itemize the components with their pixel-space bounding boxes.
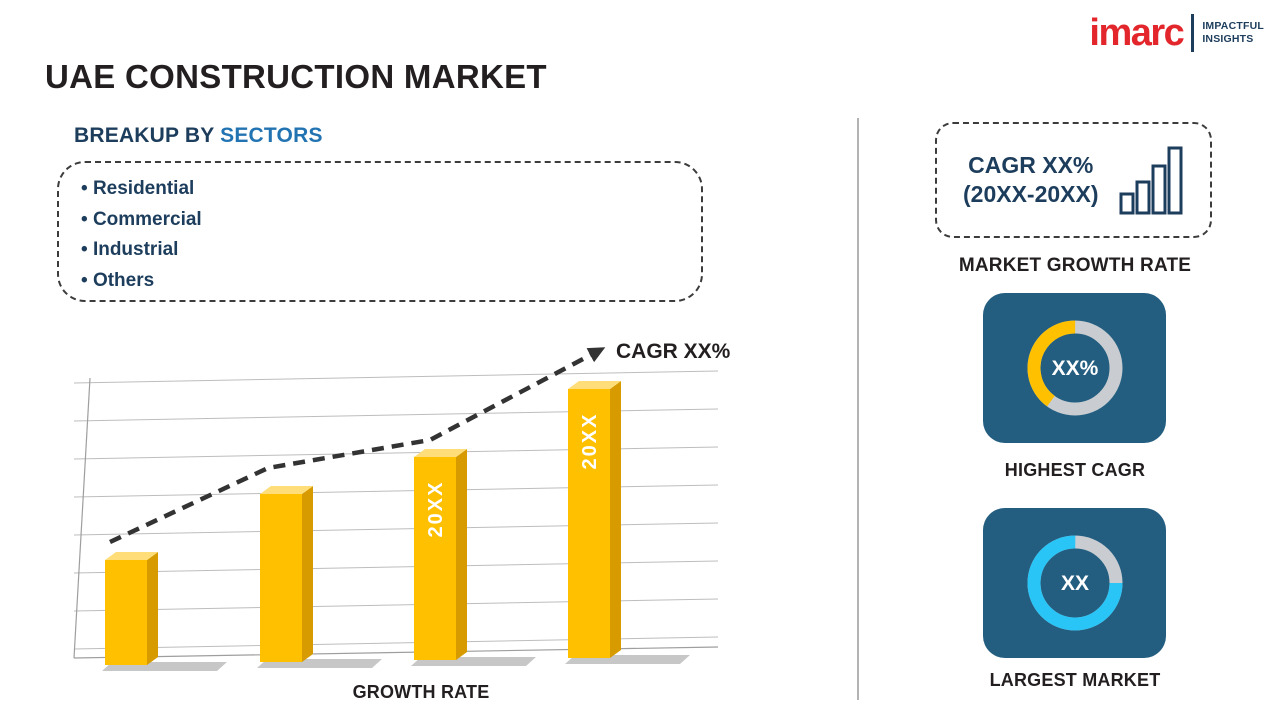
cagr-value-line: CAGR XX%	[968, 152, 1094, 178]
chart-caption: GROWTH RATE	[352, 682, 490, 702]
sectors-box: Residential Commercial Industrial Others	[57, 161, 703, 302]
bar-label: 20XX	[579, 413, 601, 470]
sector-item: Industrial	[81, 235, 701, 266]
bar-top-face	[414, 449, 467, 457]
donut-arc	[1027, 535, 1122, 631]
page-title: UAE CONSTRUCTION MARKET	[45, 58, 547, 95]
sector-item: Others	[81, 266, 701, 297]
cagr-label: CAGR XX%	[616, 340, 731, 363]
imarc-logo: imarc IMPACTFUL INSIGHTS	[1089, 14, 1264, 52]
sectors-list: Residential Commercial Industrial Others	[59, 174, 701, 296]
highest-cagr-card: XX%	[983, 293, 1166, 443]
largest-market-value: XX	[1060, 572, 1088, 595]
bar-side-face	[610, 381, 621, 658]
section-heading: BREAKUP BY SECTORS	[74, 124, 323, 148]
vertical-divider	[857, 118, 859, 700]
chart-y-axis	[73, 377, 91, 659]
bar-chart-icon	[1119, 146, 1183, 215]
bar	[568, 389, 610, 658]
section-heading-prefix: BREAKUP BY	[74, 124, 221, 147]
bar-side-face	[147, 552, 158, 665]
bar-top-face	[260, 486, 313, 494]
bar	[260, 494, 302, 662]
highest-cagr-donut: XX%	[1027, 320, 1122, 416]
logo-tagline: IMPACTFUL INSIGHTS	[1202, 20, 1264, 46]
bar	[414, 457, 456, 660]
cagr-period-line: (20XX-20XX)	[963, 181, 1099, 207]
largest-market-card: XX	[983, 508, 1166, 658]
growth-bar-chart-svg: 20XX 20XX CAGR XX%	[73, 340, 731, 671]
largest-market-donut: XX	[1027, 535, 1122, 631]
market-growth-text: CAGR XX% (20XX-20XX)	[963, 152, 1099, 208]
chart-gridlines	[73, 370, 719, 650]
imarc-logo-text: imarc	[1089, 11, 1184, 54]
largest-market-label: LARGEST MARKET	[989, 670, 1161, 690]
bar-top-face	[105, 552, 158, 560]
bar-top-face	[568, 381, 621, 389]
highest-cagr-label: HIGHEST CAGR	[1004, 460, 1146, 480]
bar-side-face	[456, 449, 467, 660]
market-growth-label: MARKET GROWTH RATE	[958, 255, 1192, 276]
donut-arc	[1027, 320, 1122, 416]
section-heading-accent: SECTORS	[220, 124, 323, 147]
logo-tagline-line2: INSIGHTS	[1202, 33, 1254, 45]
logo-tagline-line1: IMPACTFUL	[1202, 19, 1264, 32]
sector-item: Residential	[81, 174, 701, 205]
trend-arrow	[109, 347, 606, 545]
growth-bar-chart: 20XX 20XX CAGR XX% GROWTH RATE	[60, 330, 740, 708]
highest-cagr-value: XX%	[1051, 357, 1098, 380]
logo-separator	[1191, 14, 1195, 52]
sector-item: Commercial	[81, 205, 701, 236]
market-growth-box: CAGR XX% (20XX-20XX)	[935, 122, 1212, 238]
bar-side-face	[302, 486, 313, 662]
bar-label: 20XX	[425, 481, 447, 538]
bar	[105, 560, 147, 665]
bars: 20XX 20XX	[102, 381, 690, 671]
